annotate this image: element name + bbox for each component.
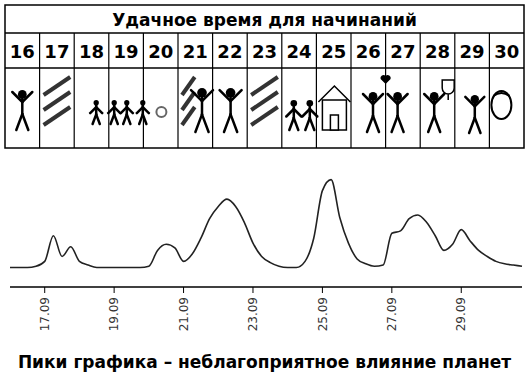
svg-text:27: 27 xyxy=(390,41,415,62)
svg-text:29.09: 29.09 xyxy=(454,297,468,331)
svg-text:28: 28 xyxy=(425,41,450,62)
svg-text:25: 25 xyxy=(321,41,346,62)
svg-text:23: 23 xyxy=(252,41,277,62)
svg-text:24: 24 xyxy=(287,41,312,62)
svg-text:21.09: 21.09 xyxy=(177,297,191,331)
svg-text:20: 20 xyxy=(148,41,173,62)
svg-text:16: 16 xyxy=(10,41,35,62)
svg-text:26: 26 xyxy=(356,41,381,62)
svg-text:21: 21 xyxy=(183,41,208,62)
svg-text:17: 17 xyxy=(44,41,69,62)
svg-text:27.09: 27.09 xyxy=(385,297,399,331)
svg-text:22: 22 xyxy=(217,41,242,62)
svg-text:25.09: 25.09 xyxy=(316,297,330,331)
svg-text:30: 30 xyxy=(494,41,519,62)
svg-text:19.09: 19.09 xyxy=(107,297,121,331)
svg-text:19: 19 xyxy=(114,41,139,62)
html-text:Пики графика – неблагоприятное: Пики графика – неблагоприятное влияние п… xyxy=(17,352,512,372)
svg-text:23.09: 23.09 xyxy=(246,297,260,331)
svg-text:17.09: 17.09 xyxy=(38,297,52,331)
svg-text:29: 29 xyxy=(460,41,485,62)
svg-text:18: 18 xyxy=(79,41,104,62)
svg-text:Удачное время для начинаний: Удачное время для начинаний xyxy=(112,10,417,30)
